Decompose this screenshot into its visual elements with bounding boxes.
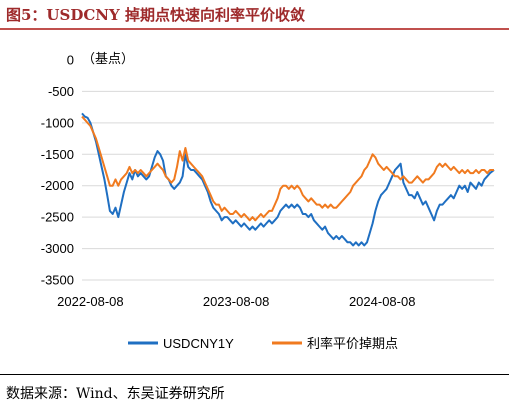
y-axis-unit-label: （基点）	[82, 52, 134, 67]
legend-label: USDCNY1Y	[163, 336, 234, 351]
y-axis: 0 -500 -1000 -1500 -2000 -2500 -3000 -3500	[41, 53, 74, 288]
series-line-parity-swap-points	[81, 115, 494, 222]
source-bar: 数据来源：Wind、东吴证券研究所	[0, 374, 509, 411]
x-tick-label: 2023-08-08	[203, 294, 270, 309]
line-chart: （基点） 0 -500 -1000 -1500 -2000 -2500 -3000 -3500…	[41, 52, 495, 351]
y-tick-label: -2500	[41, 210, 74, 225]
x-tick-label: 2024-08-08	[349, 294, 416, 309]
x-tick-label: 2022-08-08	[57, 294, 124, 309]
title-bar: 图5：USDCNY 掉期点快速向利率平价收敛	[0, 0, 509, 30]
y-tick-label: -1500	[41, 147, 74, 162]
series-lines	[81, 112, 495, 247]
chart-title: 图5：USDCNY 掉期点快速向利率平价收敛	[6, 6, 305, 24]
series-line-usdcny1y	[81, 112, 495, 247]
x-axis: 2022-08-08 2023-08-08 2024-08-08	[57, 294, 415, 309]
legend-item: 利率平价掉期点	[272, 336, 398, 351]
gridlines	[82, 90, 494, 281]
y-tick-label: -1000	[41, 115, 74, 130]
legend: USDCNY1Y 利率平价掉期点	[128, 336, 398, 351]
y-tick-label: -500	[48, 84, 74, 99]
source-note: 数据来源：Wind、东吴证券研究所	[6, 386, 225, 402]
y-tick-label: -2000	[41, 178, 74, 193]
y-tick-label: 0	[67, 53, 74, 68]
legend-label: 利率平价掉期点	[307, 336, 398, 351]
legend-item: USDCNY1Y	[128, 336, 234, 351]
y-tick-label: -3000	[41, 241, 74, 256]
y-tick-label: -3500	[41, 273, 74, 288]
